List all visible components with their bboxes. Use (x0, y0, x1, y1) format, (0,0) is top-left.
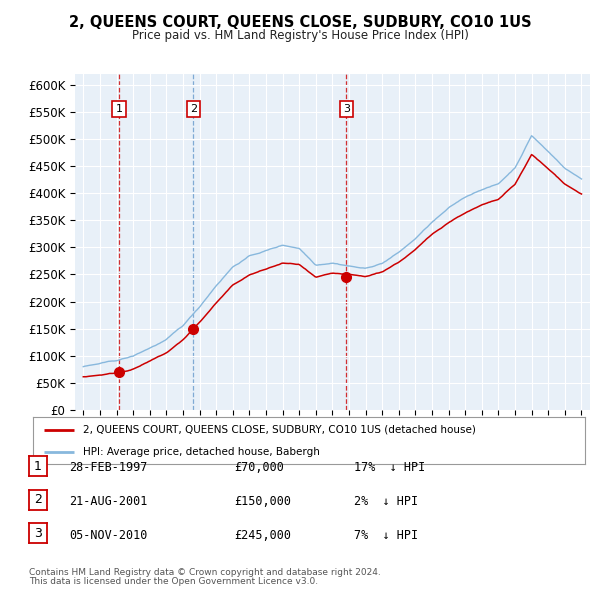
Text: Price paid vs. HM Land Registry's House Price Index (HPI): Price paid vs. HM Land Registry's House … (131, 29, 469, 42)
Text: 2: 2 (34, 493, 42, 506)
Text: 3: 3 (34, 527, 42, 540)
Text: 2, QUEENS COURT, QUEENS CLOSE, SUDBURY, CO10 1US (detached house): 2, QUEENS COURT, QUEENS CLOSE, SUDBURY, … (83, 425, 476, 435)
Text: 17%  ↓ HPI: 17% ↓ HPI (354, 461, 425, 474)
Text: 28-FEB-1997: 28-FEB-1997 (69, 461, 148, 474)
Text: £245,000: £245,000 (234, 529, 291, 542)
Text: Contains HM Land Registry data © Crown copyright and database right 2024.: Contains HM Land Registry data © Crown c… (29, 568, 380, 577)
Text: 3: 3 (343, 104, 350, 114)
Text: 1: 1 (34, 460, 42, 473)
Text: 21-AUG-2001: 21-AUG-2001 (69, 495, 148, 508)
Text: 1: 1 (116, 104, 122, 114)
Text: HPI: Average price, detached house, Babergh: HPI: Average price, detached house, Babe… (83, 447, 320, 457)
Text: 2, QUEENS COURT, QUEENS CLOSE, SUDBURY, CO10 1US: 2, QUEENS COURT, QUEENS CLOSE, SUDBURY, … (68, 15, 532, 30)
Text: This data is licensed under the Open Government Licence v3.0.: This data is licensed under the Open Gov… (29, 577, 318, 586)
Text: 05-NOV-2010: 05-NOV-2010 (69, 529, 148, 542)
Text: £70,000: £70,000 (234, 461, 284, 474)
Text: 2%  ↓ HPI: 2% ↓ HPI (354, 495, 418, 508)
Text: 2: 2 (190, 104, 197, 114)
Text: 7%  ↓ HPI: 7% ↓ HPI (354, 529, 418, 542)
Text: £150,000: £150,000 (234, 495, 291, 508)
